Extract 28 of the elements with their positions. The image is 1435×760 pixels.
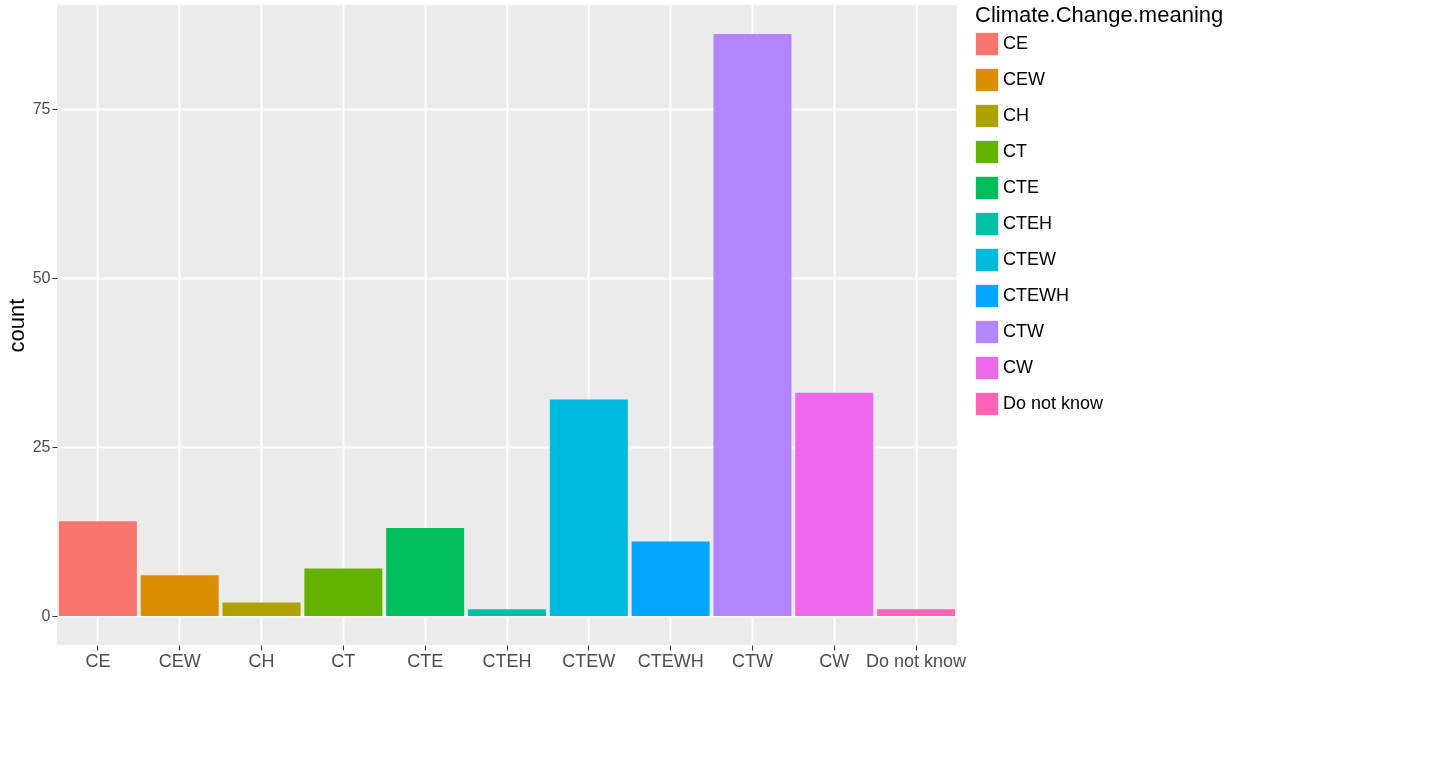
x-tick-label: CTEWH [637,650,704,671]
y-axis-title: count [3,298,29,353]
x-tick-label: CTW [731,650,773,671]
legend-label: CTEW [1003,249,1056,269]
x-tick-label: CE [85,650,111,671]
y-tick-label: 25 [32,438,51,456]
legend-title: Climate.Change.meaning [975,2,1224,27]
legend-label: CTE [1003,177,1039,197]
legend-label: CTEWH [1003,285,1069,305]
legend-label: CW [1003,357,1033,377]
y-tick-label: 50 [32,269,51,287]
x-tick-label: CEW [158,650,201,671]
y-tick-label: 0 [41,607,51,625]
x-tick-label: CTEH [482,650,532,671]
legend-label: CT [1003,141,1027,161]
y-tick-label: 75 [32,100,51,118]
x-tick-label: CW [819,650,850,671]
x-tick-label: CT [331,650,356,671]
x-tick-label: Do not know [866,650,968,671]
x-tick-label: CH [248,650,275,671]
x-tick-label: CTEW [562,650,616,671]
legend-label: CEW [1003,69,1045,89]
legend-label: CE [1003,33,1029,53]
legend-label: Do not know [1003,393,1105,413]
legend-label: CTW [1003,321,1044,341]
legend-label: CH [1003,105,1029,125]
legend-label: CTEH [1003,213,1052,233]
x-tick-label: CTE [407,650,444,671]
